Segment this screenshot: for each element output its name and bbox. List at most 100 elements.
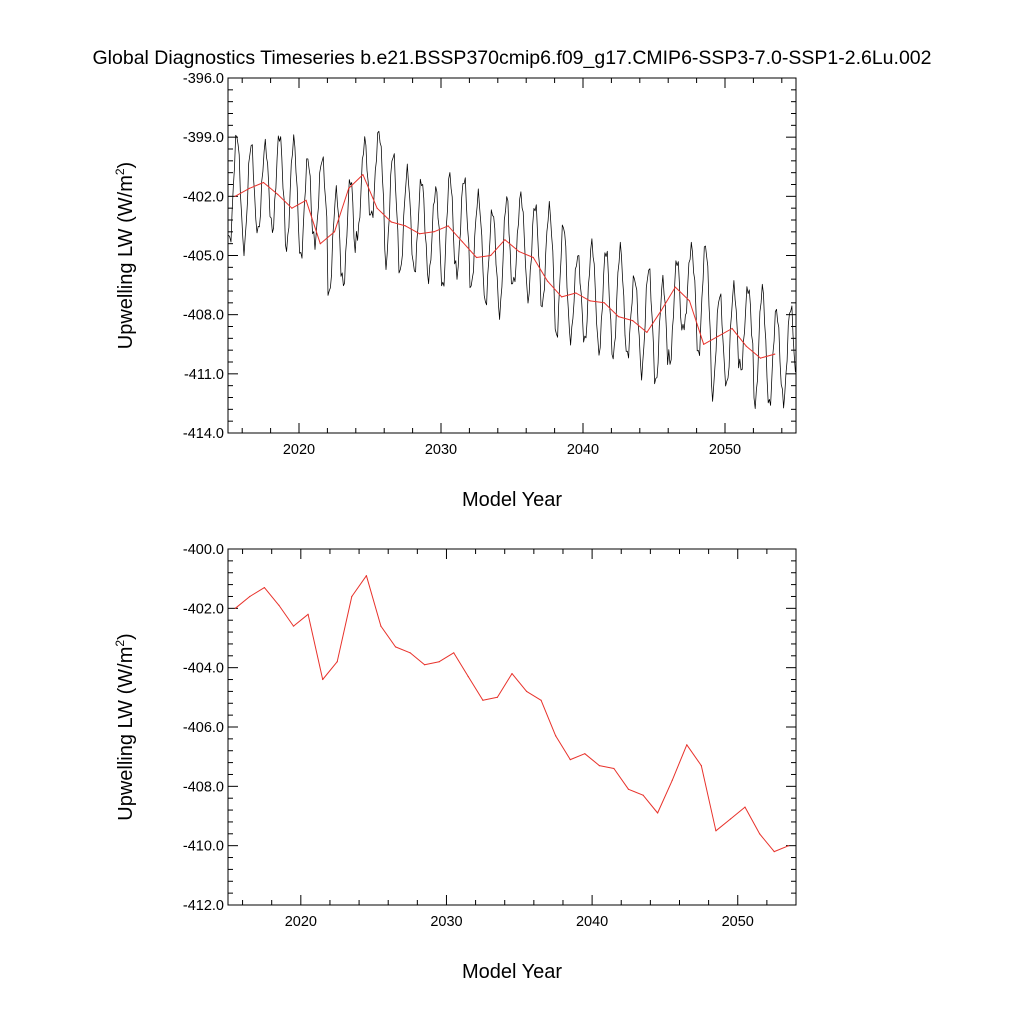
top-y-tick-labels: -414.0 -411.0 -408.0 -405.0 -402.0 -399.0 -396… [183,71,224,442]
bottom-annual-point [438,661,440,663]
top-y-tick-label: -408.0 [183,308,224,324]
top-annual-point [561,296,563,298]
bottom-y-tick-label: -402.0 [183,601,224,617]
bottom-annual-point [598,765,601,767]
bottom-annual-series-line [234,575,789,853]
bottom-y-axis-title-close: ) [115,633,137,640]
figure-title: Global Diagnostics Timeseries b.e21.BSSP… [93,47,932,69]
bottom-annual-point [686,744,688,746]
top-annual-point [546,280,549,282]
top-annual-point [291,207,293,209]
bottom-annual-point [759,833,761,835]
top-y-axis-title-main: Upwelling LW (W/m [115,175,137,349]
bottom-annual-point [424,664,426,666]
top-x-tick-label: 2040 [567,442,599,458]
top-annual-point [646,331,648,333]
top-y-tick-label: -402.0 [183,189,224,205]
top-annual-point [319,243,321,245]
bottom-annual-point [336,661,338,663]
bottom-annual-point [569,759,571,761]
top-annual-point [404,225,407,227]
bottom-annual-point [467,676,469,678]
bottom-y-axis-title-main: Upwelling LW (W/m [115,647,137,821]
top-annual-point [774,353,776,355]
top-y-axis-title-close: ) [115,162,137,169]
top-x-tick-labels: 2020 2030 2040 2050 [283,442,741,458]
top-annual-point [390,221,392,223]
top-annual-point [376,207,378,209]
top-y-axis-title-sup: 2 [113,168,127,175]
top-annual-point [589,300,591,302]
bottom-annual-point [307,613,309,615]
bottom-y-axis-title: Upwelling LW (W/m2) [113,633,137,820]
bottom-y-tick-label: -404.0 [183,661,224,677]
bottom-annual-point [351,595,353,598]
top-annual-point [532,256,534,259]
top-y-axis-title: Upwelling LW (W/m2) [113,162,137,349]
top-annual-points [234,174,776,359]
top-plot-frame [227,77,797,434]
bottom-annual-point [365,575,367,577]
top-y-tick-label: -396.0 [183,71,224,87]
top-annual-point [518,251,520,253]
bottom-annual-point [627,788,630,790]
top-annual-point [433,231,435,233]
top-annual-point [348,187,350,189]
bottom-x-tick-label: 2040 [576,914,608,930]
top-annual-point [362,174,364,176]
bottom-y-tick-label: -410.0 [183,839,224,855]
top-annual-point [248,187,250,189]
bottom-annual-point [453,652,455,654]
top-y-tick-label: -399.0 [183,130,224,146]
bottom-annual-point [773,851,775,853]
top-annual-point [745,345,747,347]
top-annual-point [262,181,265,184]
top-annual-point [475,256,478,259]
bottom-x-tick-labels: 2020 2030 2040 2050 [285,914,754,930]
bottom-annual-point [613,767,615,770]
bottom-annual-point [642,794,644,796]
bottom-x-tick-label: 2030 [430,914,462,930]
bottom-annual-point [511,673,513,675]
bottom-annual-point [249,595,251,598]
top-y-tick-label: -411.0 [184,367,224,383]
bottom-plot-frame [227,548,797,906]
top-annual-point [234,195,236,197]
bottom-annual-point [496,696,498,698]
top-annual-point [461,241,463,243]
top-annual-point [333,231,336,233]
top-annual-point [603,302,605,304]
bottom-annual-point [394,646,397,648]
top-annual-point [731,327,733,330]
top-annual-point [419,233,421,235]
top-x-tick-label: 2020 [283,442,315,458]
top-y-tick-label: -414.0 [183,426,224,442]
top-annual-point [717,335,719,337]
bottom-annual-points [234,575,790,853]
bottom-annual-point [700,765,702,767]
top-annual-point [660,310,662,312]
top-annual-point [490,254,492,257]
bottom-annual-point [715,830,717,832]
top-annual-point [447,225,449,227]
bottom-annual-point [380,625,382,627]
top-annual-point [688,300,691,302]
bottom-x-tick-label: 2020 [285,914,317,930]
bottom-annual-point [234,607,236,609]
bottom-annual-point [744,806,746,808]
bottom-annual-point [263,587,265,589]
bottom-panel: -412.0 -410.0 -408.0 -406.0 -404.0 -402.0 -400… [113,542,797,983]
top-x-tick-label: 2050 [709,442,741,458]
bottom-annual-point [278,604,280,607]
bottom-y-axis-title-sup: 2 [113,640,127,647]
bottom-annual-point [671,779,673,782]
bottom-annual-point [729,818,732,820]
top-axis-ticks [228,77,796,434]
bottom-annual-point [409,652,411,654]
bottom-annual-point [292,625,295,627]
top-annual-point [617,316,620,318]
top-annual-point [759,357,762,359]
bottom-annual-point [555,735,557,737]
top-panel: -414.0 -411.0 -408.0 -405.0 -402.0 -399.0 -396… [113,71,797,511]
